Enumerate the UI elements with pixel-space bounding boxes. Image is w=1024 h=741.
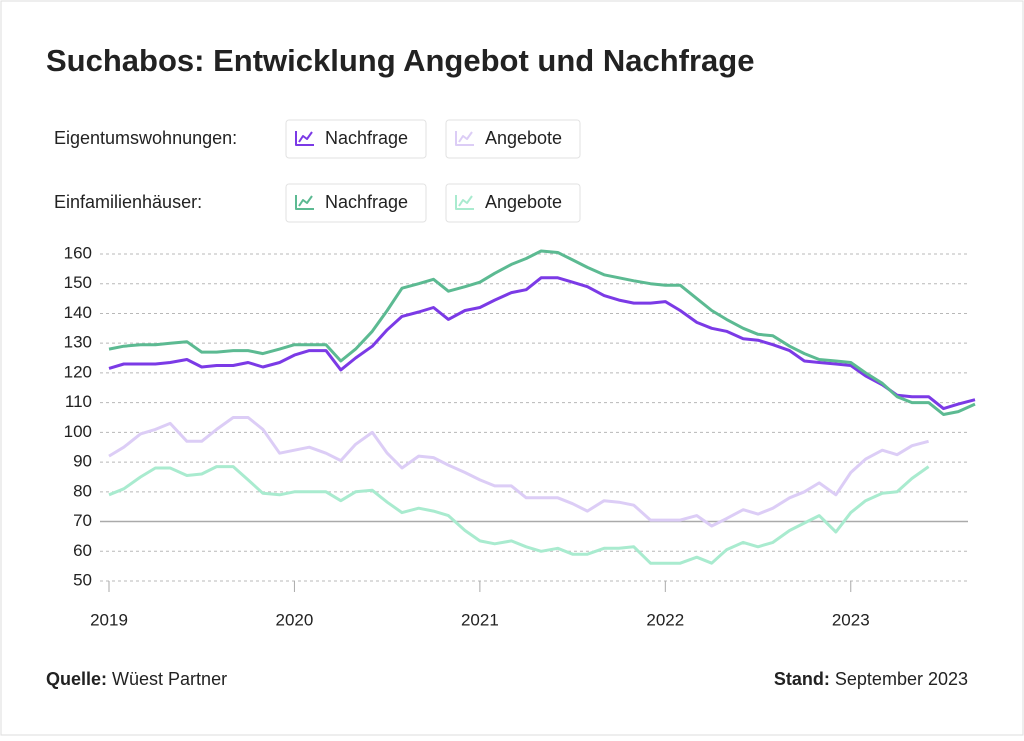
legend-label[interactable]: Angebote [485,128,562,148]
y-tick-label: 110 [65,392,92,411]
chart-title: Suchabos: Entwicklung Angebot und Nachfr… [46,43,754,78]
legend-item[interactable]: Nachfrage [285,183,427,223]
y-tick-label: 130 [64,333,92,352]
x-tick-label: 2020 [276,610,314,629]
y-tick-label: 120 [64,362,92,381]
y-tick-label: 60 [73,541,92,560]
legend-item[interactable]: Angebote [445,183,581,223]
legend-icon [455,195,474,210]
x-tick-label: 2023 [832,610,870,629]
legend-icon [295,195,314,210]
legend-icon [455,131,474,146]
x-tick-label: 2022 [646,610,684,629]
legend-item[interactable]: Nachfrage [285,119,427,159]
legend-label[interactable]: Angebote [485,192,562,212]
y-tick-label: 100 [64,422,92,441]
y-tick-label: 140 [64,303,92,322]
source-label: Quelle: [46,669,107,689]
x-tick-label: 2019 [90,610,128,629]
source-text: Wüest Partner [112,669,227,689]
series-line [108,249,976,416]
series-line [108,416,929,528]
y-tick-label: 90 [73,452,92,471]
y-tick-label: 150 [64,273,92,292]
date: Stand: September 2023 [774,669,968,689]
y-tick-label: 160 [64,243,92,262]
x-tick-label: 2021 [461,610,499,629]
y-tick-label: 80 [73,481,92,500]
legend-button[interactable] [445,119,581,159]
date-label: Stand: [774,669,830,689]
legend-button[interactable] [285,183,427,223]
series-line [108,465,930,565]
legend-label[interactable]: Nachfrage [325,192,408,212]
legend-button[interactable] [285,119,427,159]
source: Quelle: Wüest Partner [46,669,227,689]
y-tick-label: 50 [73,570,92,589]
legend-label[interactable]: Nachfrage [325,128,408,148]
y-tick-label: 70 [73,511,92,530]
legend-icon [295,131,314,146]
series-line [108,276,976,411]
date-text: September 2023 [835,669,968,689]
legend-group-label: Eigentumswohnungen: [54,128,237,148]
legend-item[interactable]: Angebote [445,119,581,159]
legend-button[interactable] [445,183,581,223]
legend-group-label: Einfamilienhäuser: [54,192,202,212]
